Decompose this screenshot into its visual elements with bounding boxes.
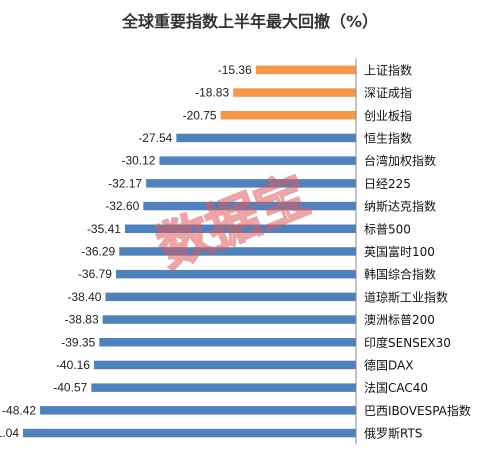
bar xyxy=(102,315,356,324)
category-label: 标普500 xyxy=(364,222,411,236)
value-label: -36.29 xyxy=(81,244,115,258)
value-label: -30.12 xyxy=(121,154,155,168)
category-label: 法国CAC40 xyxy=(364,381,428,395)
bar xyxy=(255,65,356,75)
value-label: -32.60 xyxy=(105,199,139,213)
value-label: -40.57 xyxy=(53,381,87,395)
bar xyxy=(176,133,356,143)
bar xyxy=(93,360,357,370)
category-label: 澳洲标普200 xyxy=(364,313,435,327)
bar xyxy=(99,338,356,347)
bar xyxy=(124,224,356,233)
bar xyxy=(220,111,356,120)
category-label: 上证指数 xyxy=(364,62,412,77)
value-label: -27.54 xyxy=(138,131,172,145)
category-label: 台湾加权指数 xyxy=(364,153,436,168)
bar xyxy=(159,156,356,165)
bar xyxy=(146,179,356,188)
category-label: 德国DAX xyxy=(364,357,413,372)
value-label: -38.83 xyxy=(65,313,99,327)
value-label: -48.42 xyxy=(2,403,36,417)
value-label: -39.35 xyxy=(61,335,95,349)
category-label: 日经225 xyxy=(364,177,411,191)
value-label: -40.16 xyxy=(56,358,90,372)
category-label: 韩国综合指数 xyxy=(364,267,436,282)
value-label: -18.83 xyxy=(195,86,229,100)
category-label: 纳斯达克指数 xyxy=(364,199,436,214)
category-label: 创业板指 xyxy=(364,108,412,123)
value-label: -20.75 xyxy=(183,108,217,122)
chart-title: 全球重要指数上半年最大回撤（%） xyxy=(121,12,378,31)
bar xyxy=(23,428,356,438)
category-label: 印度SENSEX30 xyxy=(364,335,451,350)
bar xyxy=(91,383,357,392)
category-label: 恒生指数 xyxy=(364,130,412,145)
category-label: 俄罗斯RTS xyxy=(364,427,422,441)
bars-group xyxy=(23,65,357,438)
category-label: 英国富时100 xyxy=(364,244,435,259)
value-label: -36.79 xyxy=(78,267,112,281)
labels-group: -15.36 上证指数 -18.83 深证成指 -20.75 创业板指 -27.54 恒生指数… xyxy=(0,62,471,440)
value-label: -15.36 xyxy=(218,63,252,77)
bar xyxy=(40,406,356,415)
category-label: 深证成指 xyxy=(364,85,412,100)
bar xyxy=(105,292,356,302)
category-label: 道琼斯工业指数 xyxy=(364,289,448,304)
value-label: -51.04 xyxy=(0,426,19,440)
bar xyxy=(143,201,356,211)
category-label: 巴西IBOVESPA指数 xyxy=(364,403,471,418)
value-label: -35.41 xyxy=(87,222,121,236)
bar xyxy=(119,247,357,256)
bar xyxy=(115,269,357,279)
value-label: -38.40 xyxy=(67,290,101,304)
value-label: -32.17 xyxy=(108,176,142,190)
bar xyxy=(233,88,356,97)
